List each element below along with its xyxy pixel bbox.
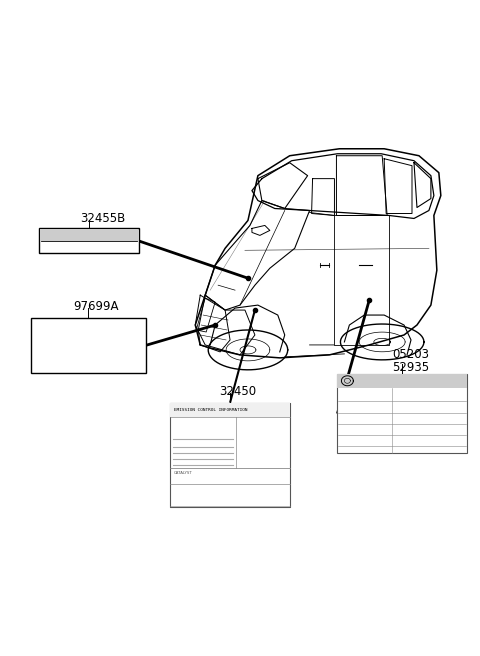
Bar <box>40 230 138 241</box>
Text: 52935: 52935 <box>392 361 429 374</box>
Bar <box>170 403 290 507</box>
Text: 05203: 05203 <box>392 348 429 361</box>
Text: 97699A: 97699A <box>73 300 119 313</box>
Text: 32450: 32450 <box>219 385 257 398</box>
Text: 32455B: 32455B <box>80 213 125 226</box>
Bar <box>170 403 290 417</box>
Bar <box>31 318 145 373</box>
Bar <box>337 374 467 388</box>
Bar <box>337 374 467 453</box>
Bar <box>39 228 139 253</box>
Text: CATALYST: CATALYST <box>173 472 192 476</box>
Text: EMISSION CONTROL INFORMATION: EMISSION CONTROL INFORMATION <box>174 407 248 412</box>
